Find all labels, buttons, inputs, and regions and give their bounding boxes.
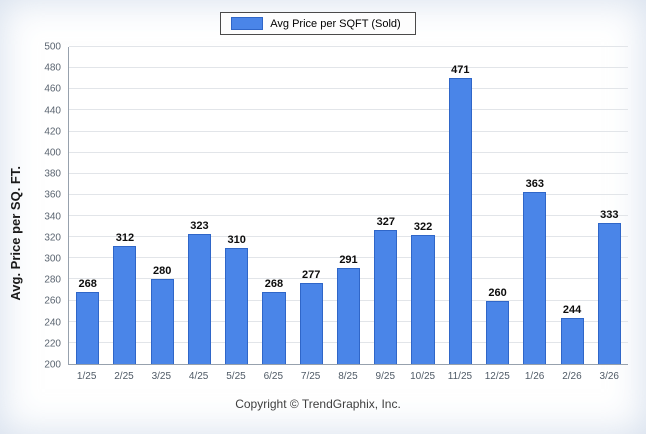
bar (560, 317, 584, 364)
bar-value-label: 363 (525, 177, 544, 190)
bar-value-label: 268 (78, 278, 97, 291)
bar-value-label: 471 (451, 63, 470, 76)
bar (523, 191, 547, 364)
x-tick-label: 4/25 (188, 371, 209, 382)
bar (486, 300, 510, 364)
bar-value-label: 327 (376, 215, 395, 228)
x-tick-label: 2/25 (114, 371, 134, 382)
y-tick-label: 400 (44, 147, 61, 159)
bar-value-label: 323 (190, 220, 209, 233)
bar (374, 229, 398, 364)
y-tick-label: 320 (44, 232, 61, 244)
bar-value-label: 310 (227, 233, 246, 246)
y-tick-label: 500 (44, 41, 61, 53)
bar (299, 282, 323, 364)
bar-column: 260 (479, 47, 516, 364)
y-tick-label: 340 (44, 211, 61, 223)
bar-column: 333 (591, 47, 628, 364)
x-tick-label: 2/26 (562, 371, 582, 382)
y-axis-title: Avg. Price per SQ. FT. (8, 165, 23, 301)
bar-column: 280 (144, 47, 181, 364)
x-tick-labels: 1/25 2/25 3/25 4/25 5/25 6/25 7/25 8/25 9/25 10/2… (68, 365, 628, 389)
y-tick-label: 280 (44, 274, 61, 286)
bar (597, 223, 621, 364)
y-tick-label: 360 (44, 189, 61, 201)
x-tick-label: 9/25 (375, 371, 396, 382)
bar-column: 244 (553, 47, 590, 364)
bars-row: 268 312 280 323 310 268 277 291 327 322 471 260 363 2… (69, 47, 628, 364)
y-tick-label: 220 (44, 338, 61, 350)
gridline (69, 193, 628, 195)
gridline (69, 172, 628, 174)
y-tick-label: 480 (44, 62, 61, 74)
bar-column: 291 (330, 47, 367, 364)
y-tick-label: 460 (44, 83, 61, 95)
bar-value-label: 312 (115, 231, 135, 244)
bar-chart: Avg. Price per SQ. FT. 200 220 240 260 280 30… (8, 42, 628, 389)
x-tick-label: 11/25 (447, 371, 473, 382)
bar (150, 279, 174, 364)
y-tick-labels: 200 220 240 260 280 300 320 340 360 380 400 420 440 4… (28, 42, 68, 371)
plot-wrap: 200 220 240 260 280 300 320 340 360 380 400 420 440 4… (28, 42, 628, 389)
bar-column: 323 (181, 47, 218, 364)
bar-column: 268 (255, 47, 292, 364)
bar (113, 245, 137, 364)
x-tick-label: 12/25 (484, 371, 510, 382)
bar-value-label: 291 (339, 253, 358, 266)
x-tick-label: 1/26 (524, 371, 545, 382)
x-tick-label: 7/25 (300, 371, 321, 382)
bar (411, 235, 435, 364)
y-tick-label: 200 (44, 359, 61, 371)
plot-area: 268 312 280 323 310 268 277 291 327 322 471 260 363 2… (68, 46, 628, 365)
bar-column: 310 (218, 47, 255, 364)
x-tick-label: 1/25 (76, 371, 97, 382)
bar-value-label: 277 (302, 268, 321, 281)
bar (448, 77, 472, 364)
gridline (69, 88, 628, 90)
bar-value-label: 280 (152, 265, 172, 278)
legend-label: Avg Price per SQFT (Sold) (270, 17, 401, 30)
x-tick-label: 8/25 (338, 371, 358, 382)
bar-column: 327 (367, 47, 404, 364)
bar-column: 312 (106, 47, 143, 364)
bar-value-label: 333 (600, 209, 619, 222)
gridline (69, 236, 628, 238)
bar-column: 322 (404, 47, 441, 364)
x-tick-label: 10/25 (410, 371, 436, 382)
bar-column: 268 (69, 47, 106, 364)
bar (76, 292, 100, 364)
gridline (69, 67, 628, 69)
bar (262, 292, 286, 364)
y-tick-label: 380 (44, 168, 61, 180)
x-tick-label: 3/26 (599, 371, 619, 382)
bar-column: 277 (293, 47, 330, 364)
gridline (69, 151, 628, 153)
legend-swatch (231, 17, 264, 30)
bar (336, 267, 361, 364)
legend: Avg Price per SQFT (Sold) (220, 12, 416, 35)
bar-value-label: 268 (264, 278, 284, 291)
footer-copyright: Copyright © TrendGraphix, Inc. (235, 397, 401, 411)
x-tick-label: 5/25 (226, 371, 246, 382)
x-tick-label: 3/25 (151, 371, 172, 382)
y-tick-label: 420 (44, 126, 61, 138)
gridline (69, 215, 628, 217)
gridline (69, 46, 628, 47)
y-tick-label: 440 (44, 105, 61, 117)
x-tick-label: 6/25 (263, 371, 284, 382)
y-tick-label: 260 (44, 295, 61, 307)
bar-column: 471 (442, 47, 479, 364)
bar-value-label: 244 (562, 303, 582, 316)
bar-value-label: 260 (488, 286, 507, 299)
y-tick-label: 300 (44, 253, 61, 265)
bar (225, 247, 249, 364)
bar-column: 363 (516, 47, 553, 364)
gridline (69, 130, 628, 132)
y-tick-label: 240 (44, 317, 61, 329)
bar-value-label: 322 (413, 221, 433, 234)
gridline (69, 257, 628, 259)
gridline (69, 109, 628, 111)
bar (187, 234, 211, 364)
